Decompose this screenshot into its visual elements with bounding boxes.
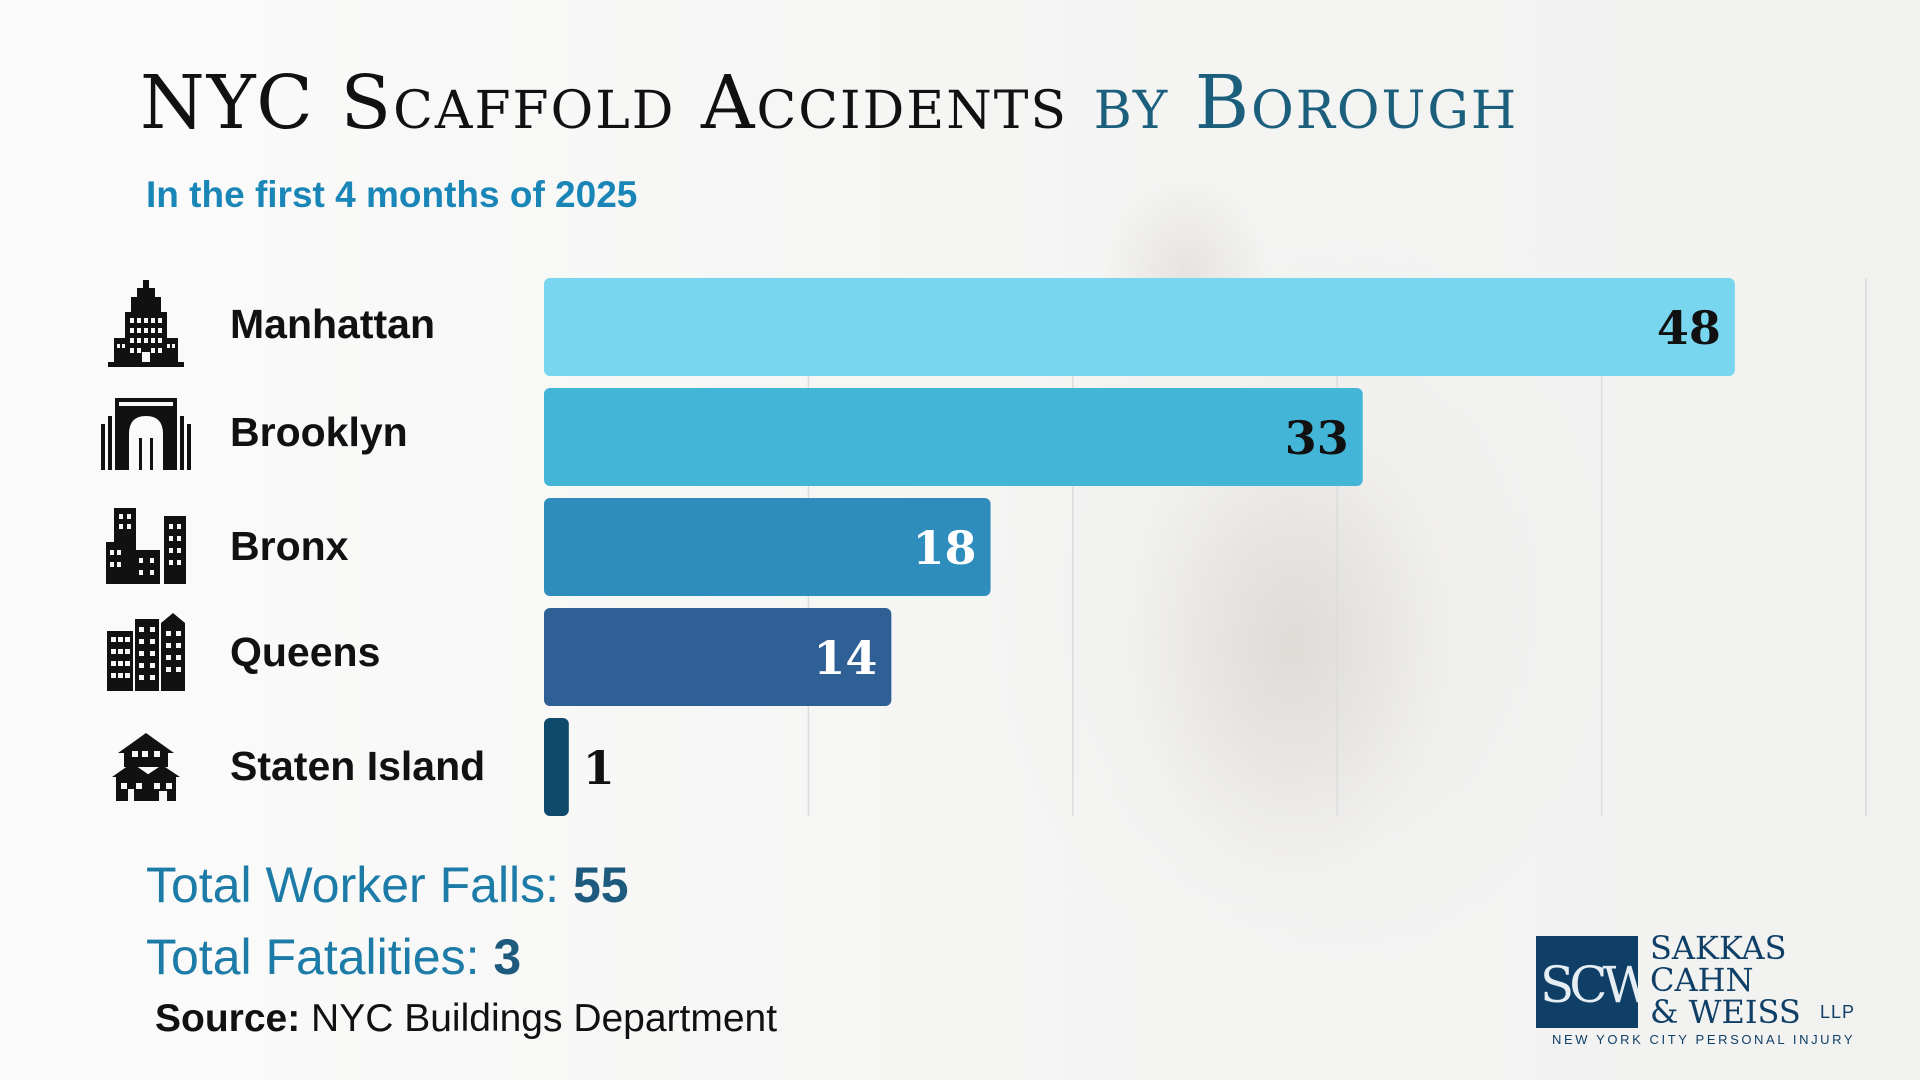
bar-brooklyn	[544, 388, 1363, 486]
title-main: NYC Scaffold Accidents	[140, 60, 1069, 146]
source-label: Source:	[155, 997, 301, 1040]
source-note: Source: NYC Buildings Department	[155, 997, 777, 1041]
category-row-staten-island: Staten Island	[96, 716, 516, 816]
category-row-manhattan: Manhattan	[96, 274, 516, 374]
source-text: NYC Buildings Department	[311, 997, 778, 1040]
chart-title: NYC Scaffold Accidents by Borough	[140, 60, 1800, 146]
category-row-queens: Queens	[96, 602, 516, 702]
total-fatalities-value: 3	[493, 929, 522, 985]
category-label-manhattan: Manhattan	[230, 300, 435, 347]
bar-manhattan	[544, 278, 1735, 376]
logo-suffix: LLP	[1820, 1002, 1856, 1022]
total-worker-falls: Total Worker Falls: 55	[146, 856, 629, 914]
value-label-manhattan: 48	[1657, 301, 1721, 355]
value-label-staten-island: 1	[583, 741, 615, 795]
title-accent: by Borough	[1093, 60, 1519, 146]
value-label-bronx: 18	[913, 521, 977, 575]
value-label-queens: 14	[813, 631, 877, 685]
category-label-brooklyn: Brooklyn	[230, 408, 408, 455]
bar-queens	[544, 608, 892, 706]
total-fatalities-label: Total Fatalities:	[146, 929, 480, 985]
total-worker-falls-value: 55	[572, 857, 629, 913]
skyscraper-icon	[96, 279, 196, 369]
logo-mark: SCW	[1536, 936, 1638, 1028]
bar-bronx	[544, 498, 991, 596]
logo-line-1: SAKKAS	[1650, 929, 1787, 967]
category-row-bronx: Bronx	[96, 496, 516, 596]
category-row-brooklyn: Brooklyn	[96, 382, 516, 482]
houses-icon	[96, 721, 196, 811]
value-label-brooklyn: 33	[1285, 411, 1349, 465]
logo-tagline: NEW YORK CITY PERSONAL INJURY	[1552, 1032, 1856, 1047]
logo-mark-text: SCW	[1540, 956, 1638, 1014]
category-label-bronx: Bronx	[230, 522, 349, 569]
category-label-staten-island: Staten Island	[230, 742, 486, 789]
firm-logo: SCW SAKKAS CAHN & WEISS LLP NEW YORK CIT…	[1536, 932, 1866, 1048]
city-buildings-icon	[96, 607, 196, 697]
total-worker-falls-label: Total Worker Falls:	[146, 857, 560, 913]
bar-staten-island	[544, 718, 569, 816]
logo-line-2: CAHN	[1650, 961, 1754, 999]
apartment-blocks-icon	[96, 501, 196, 591]
logo-line-3: & WEISS	[1650, 993, 1801, 1031]
bridge-icon	[96, 387, 196, 477]
total-fatalities: Total Fatalities: 3	[146, 928, 521, 986]
chart-subtitle: In the first 4 months of 2025	[146, 174, 638, 215]
category-label-queens: Queens	[230, 628, 381, 675]
